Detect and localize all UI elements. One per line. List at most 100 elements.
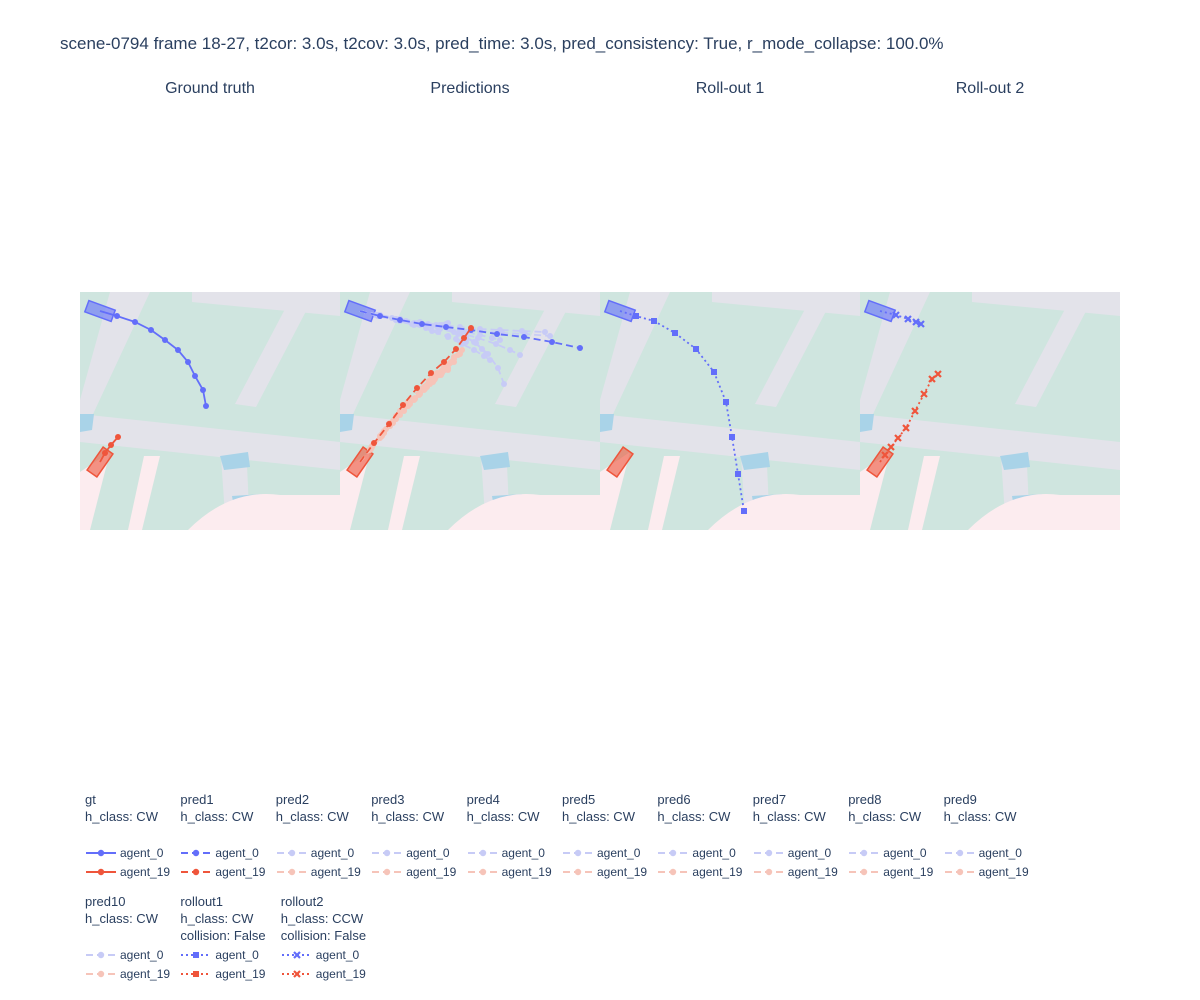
trajectory-point (912, 318, 920, 326)
trajectory-point (185, 359, 191, 365)
legend-item-label: agent_19 (215, 967, 266, 981)
plot-area (80, 292, 1120, 530)
trajectory-point (497, 337, 503, 343)
legend-item-label: agent_0 (787, 846, 832, 860)
trajectory-point (489, 335, 495, 341)
map-crossing (600, 414, 614, 432)
map-walkway (708, 494, 860, 530)
legend-group-info: h_class: CW (180, 809, 254, 824)
legend-item-label: agent_0 (978, 846, 1022, 860)
legend-item-label: agent_0 (597, 846, 641, 860)
panel-1 (80, 292, 340, 530)
legend-group-title: pred5 (562, 792, 596, 807)
trajectory-point (633, 313, 639, 319)
trajectory-point (449, 359, 455, 365)
trajectory-point (428, 370, 434, 376)
map-road (235, 292, 316, 407)
legend-item-label: agent_19 (215, 865, 266, 879)
legend-group-title: pred3 (371, 792, 405, 807)
panel-title-ground-truth: Ground truth (165, 80, 255, 97)
legend-item-label: agent_19 (310, 865, 361, 879)
trajectory-point (455, 352, 461, 358)
legend-symbol (181, 868, 212, 876)
map-road (1015, 292, 1096, 407)
legend-group-info: h_class: CW (180, 911, 254, 926)
trajectory-point (729, 434, 735, 440)
legend-symbol (281, 951, 312, 959)
trajectory-pred1-agent_19 (359, 325, 474, 463)
trajectory-line (359, 310, 581, 349)
legend-item-label: agent_0 (120, 948, 164, 962)
legend-group-title: rollout2 (280, 894, 324, 909)
legend-item-label: agent_0 (315, 948, 360, 962)
trajectory-point (711, 369, 717, 375)
legend-group-info: h_class: CW (275, 809, 349, 824)
map-walkway (648, 456, 680, 530)
legend-group-info: h_class: CW (943, 809, 1017, 824)
trajectory-point (479, 346, 485, 352)
legend-group-pred10: pred10 h_class: CW agent_0 agent_19 (85, 893, 170, 981)
trajectory-point (453, 336, 459, 342)
trajectory-point (542, 329, 548, 335)
map-crossing (80, 414, 94, 432)
map-road (600, 414, 860, 470)
trajectory-point (887, 443, 895, 451)
legend-item-label: agent_19 (883, 865, 934, 879)
trajectory-point (422, 386, 428, 392)
legend-group-info: h_class: CW (371, 809, 445, 824)
map-road (340, 292, 410, 442)
legend-item-label: agent_19 (120, 865, 171, 879)
legend-group-title: pred6 (657, 792, 691, 807)
map-road (495, 292, 576, 407)
legend-group-title: rollout1 (180, 894, 224, 909)
map-road (340, 414, 600, 470)
legend-symbol (467, 868, 498, 876)
legend-group-info: h_class: CW (85, 809, 158, 824)
map-walkway (448, 494, 600, 530)
trajectory-point (108, 442, 114, 448)
legend-symbol (658, 849, 689, 857)
legend-symbol (181, 849, 212, 857)
legend-group-title: gt (85, 792, 96, 807)
legend-symbol (467, 849, 498, 857)
legend-symbol (372, 868, 403, 876)
trajectory-point (477, 332, 483, 338)
legend-group-info: h_class: CW (752, 809, 826, 824)
trajectory-point (412, 396, 418, 402)
legend-item-label: agent_0 (501, 846, 545, 860)
map-crossing (480, 452, 510, 470)
legend-group-pred9: pred9 h_class: CW agent_0 agent_19 (943, 791, 1029, 879)
map-crossing (340, 414, 354, 432)
trajectory-line (359, 327, 472, 463)
legend-group-info: h_class: CW (562, 809, 635, 824)
legend-symbol (753, 868, 784, 876)
legend-group-pred4: pred4 h_class: CW agent_0 agent_19 (467, 791, 552, 879)
panel-title-rollout-1: Roll-out 1 (695, 80, 765, 97)
trajectory-point (693, 346, 699, 352)
legend-group-title: pred9 (943, 792, 977, 807)
trajectory-point (917, 320, 925, 328)
map-road (80, 414, 340, 470)
panel-2 (340, 292, 600, 530)
legend-symbol (86, 868, 116, 876)
trajectory-point (414, 385, 420, 391)
map-walkway (600, 452, 630, 530)
legend-item-label: agent_0 (215, 948, 259, 962)
trajectory-point (468, 325, 474, 331)
trajectory-point (400, 402, 406, 408)
trajectory-point (162, 337, 168, 343)
legend-item-label: agent_19 (120, 967, 171, 981)
trajectory-point (441, 359, 447, 365)
panel-title-rollout-2: Roll-out 2 (955, 80, 1025, 97)
trajectory-rollout2-agent_0 (879, 310, 925, 328)
trajectory-point (473, 340, 479, 346)
trajectory-point (102, 450, 108, 456)
trajectory-point (501, 381, 507, 387)
legend-item-label: agent_0 (215, 846, 259, 860)
trajectory-point (445, 333, 451, 339)
legend-group-pred5: pred5 h_class: CW agent_0 agent_19 (562, 791, 647, 879)
chart-title: scene-0794 frame 18-27, t2cor: 3.0s, t2c… (60, 34, 944, 53)
legend-item-label: agent_19 (597, 865, 648, 879)
legend-symbol (86, 951, 116, 959)
trajectory-point (386, 421, 392, 427)
